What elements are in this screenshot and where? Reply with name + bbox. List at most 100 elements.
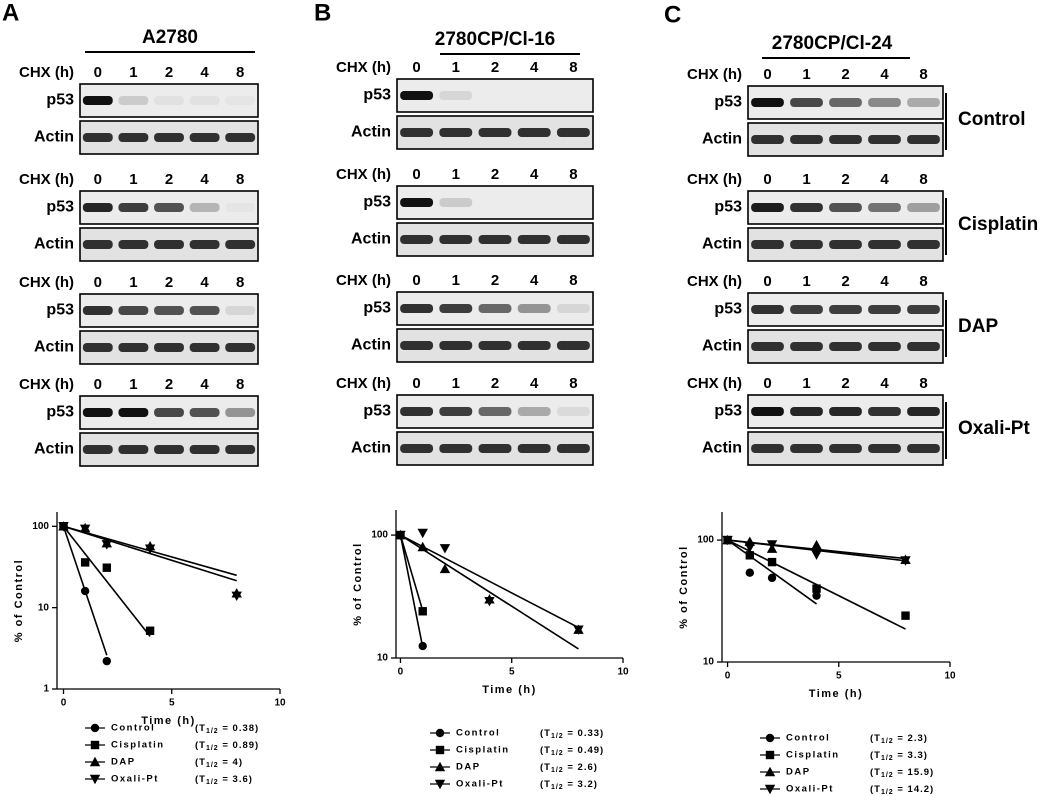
time-label: 0 bbox=[94, 171, 102, 188]
blot-band bbox=[154, 343, 184, 352]
blot-band bbox=[189, 343, 220, 352]
half-life-close: ) bbox=[930, 784, 934, 795]
time-label: 2 bbox=[841, 171, 849, 188]
blot-band bbox=[118, 203, 149, 212]
data-point bbox=[101, 540, 112, 550]
half-life-open: (T bbox=[870, 784, 881, 795]
half-life-open: (T bbox=[540, 779, 551, 790]
blot-band bbox=[82, 445, 113, 454]
side-label: Control bbox=[958, 109, 1026, 130]
half-life-close: ) bbox=[594, 762, 598, 773]
blot-band bbox=[225, 240, 256, 249]
half-life-value: 2.6 bbox=[578, 762, 594, 773]
row-label: p53 bbox=[46, 92, 74, 109]
blot-band bbox=[400, 407, 434, 416]
panel-label: B bbox=[314, 0, 331, 26]
half-life-sub: 1/2 bbox=[881, 755, 894, 762]
blot-band bbox=[400, 198, 434, 207]
half-life-close: ) bbox=[239, 757, 243, 768]
half-life-sub: 1/2 bbox=[881, 772, 894, 779]
data-point bbox=[145, 626, 155, 635]
row-label: Actin bbox=[702, 440, 742, 457]
blot-band bbox=[225, 408, 256, 417]
time-label: 2 bbox=[165, 171, 173, 188]
data-point bbox=[484, 596, 495, 607]
half-life-value: 3.6 bbox=[233, 774, 249, 785]
chx-label: CHX (h) bbox=[19, 274, 74, 291]
chx-label: CHX (h) bbox=[336, 166, 391, 183]
half-life-eq: = bbox=[564, 728, 578, 739]
legend-half-life: (T1/2 = 2.3) bbox=[870, 733, 928, 745]
time-label: 1 bbox=[129, 64, 137, 81]
side-label: Cisplatin bbox=[958, 214, 1038, 235]
data-point bbox=[811, 550, 822, 560]
blot-band bbox=[751, 407, 784, 416]
time-label: 0 bbox=[412, 375, 420, 392]
legend-name: Control bbox=[456, 728, 500, 739]
time-label: 4 bbox=[530, 375, 539, 392]
blot-band bbox=[225, 203, 255, 212]
half-life-eq: = bbox=[219, 740, 233, 751]
time-label: 8 bbox=[236, 171, 244, 188]
blot-band bbox=[790, 98, 823, 107]
blot-band bbox=[556, 304, 590, 313]
legend-name: Control bbox=[111, 723, 155, 734]
row-label: p53 bbox=[714, 301, 742, 318]
time-label: 0 bbox=[412, 272, 420, 289]
blot-band bbox=[189, 133, 220, 142]
row-label: Actin bbox=[34, 339, 74, 356]
y-tick-label: 100 bbox=[371, 530, 388, 541]
x-tick-label: 10 bbox=[944, 671, 956, 682]
blot-band bbox=[478, 235, 512, 244]
data-point bbox=[418, 641, 427, 651]
blot-band bbox=[829, 135, 862, 144]
half-life-open: (T bbox=[540, 762, 551, 773]
legend-name: Cisplatin bbox=[786, 750, 840, 761]
half-life-eq: = bbox=[219, 774, 233, 785]
time-label: 1 bbox=[802, 273, 810, 290]
blot-band bbox=[439, 128, 473, 137]
time-label: 1 bbox=[129, 171, 137, 188]
blot-band bbox=[225, 343, 256, 352]
chx-label: CHX (h) bbox=[687, 171, 742, 188]
half-life-sub: 1/2 bbox=[551, 733, 564, 740]
blot-band bbox=[829, 305, 862, 314]
time-label: 2 bbox=[491, 59, 499, 76]
blot-band bbox=[439, 198, 473, 207]
time-label: 8 bbox=[919, 273, 927, 290]
y-axis-label: % of Control bbox=[352, 542, 364, 625]
time-label: 2 bbox=[165, 274, 173, 291]
half-life-sub: 1/2 bbox=[881, 789, 894, 796]
panel-label: A bbox=[2, 0, 19, 26]
half-life-open: (T bbox=[195, 723, 206, 734]
side-label: Oxali-Pt bbox=[958, 418, 1030, 439]
time-label: 8 bbox=[236, 274, 244, 291]
blot-band bbox=[907, 98, 940, 107]
chx-label: CHX (h) bbox=[19, 64, 74, 81]
half-life-sub: 1/2 bbox=[881, 738, 894, 745]
blot-band bbox=[556, 235, 590, 244]
half-life-close: ) bbox=[249, 774, 253, 785]
blot-band bbox=[189, 306, 220, 315]
legend-name: Cisplatin bbox=[456, 745, 510, 756]
row-label: p53 bbox=[46, 302, 74, 319]
blot-band bbox=[82, 408, 113, 417]
time-label: 4 bbox=[880, 171, 889, 188]
fit-line bbox=[400, 534, 579, 629]
blot-band bbox=[517, 444, 551, 453]
data-point bbox=[79, 524, 91, 535]
panel-label: C bbox=[664, 1, 681, 28]
data-point bbox=[812, 584, 821, 593]
data-point bbox=[58, 522, 69, 532]
blot-band bbox=[517, 304, 551, 313]
time-label: 2 bbox=[841, 66, 849, 83]
blot-band bbox=[868, 98, 901, 107]
time-label: 8 bbox=[569, 166, 577, 183]
blot-band bbox=[517, 235, 551, 244]
data-point bbox=[417, 528, 428, 539]
blot-band bbox=[868, 342, 901, 351]
x-axis-label: Time (h) bbox=[809, 688, 864, 700]
half-life-value: 0.33 bbox=[578, 728, 601, 739]
data-point bbox=[395, 530, 406, 541]
